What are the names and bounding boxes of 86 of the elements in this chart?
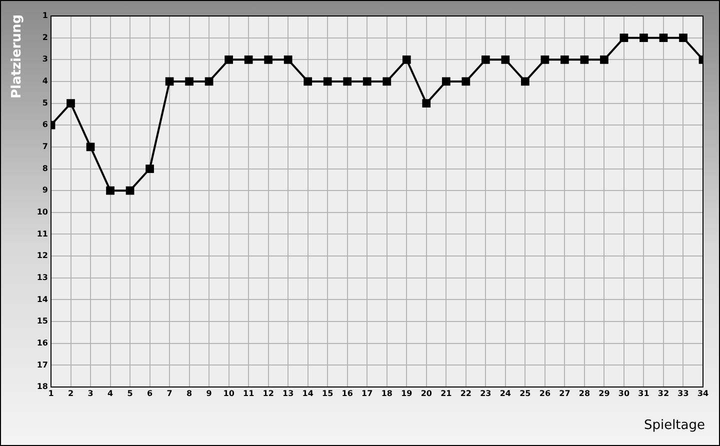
x-tick-label: 26: [539, 388, 551, 398]
point: [620, 34, 628, 42]
x-tick-label: 34: [697, 388, 709, 398]
point: [501, 55, 510, 64]
point: [382, 77, 392, 86]
point: [343, 77, 352, 86]
x-tick-label: 6: [147, 388, 153, 398]
point: [185, 77, 194, 86]
x-tick-label: 25: [520, 388, 532, 398]
y-tick-label: 11: [36, 229, 48, 238]
y-tick-label: 3: [42, 54, 48, 64]
x-tick-label: 23: [480, 388, 492, 398]
point: [402, 55, 411, 64]
y-tick-label: 7: [42, 142, 48, 152]
y-tick-label: 14: [36, 294, 48, 304]
point: [86, 142, 95, 152]
x-tick-label: 32: [658, 388, 670, 398]
point: [66, 99, 75, 108]
point: [126, 186, 134, 195]
point: [106, 186, 114, 195]
x-tick-label: 30: [618, 388, 630, 398]
x-tick-label: 22: [460, 388, 472, 398]
x-tick-label: 21: [440, 388, 452, 398]
x-tick-label: 10: [223, 388, 235, 398]
y-tick-label: 18: [36, 382, 48, 392]
x-tick-label: 13: [282, 388, 294, 398]
x-tick-label: 3: [88, 388, 94, 398]
y-tick-label: 15: [36, 316, 48, 326]
x-tick-label: 11: [243, 388, 255, 398]
y-axis-title: Platzierung: [10, 14, 25, 98]
x-tick-label: 2: [68, 388, 74, 398]
y-tick-label: 4: [42, 76, 48, 86]
point: [323, 77, 332, 86]
x-tick-label: 15: [322, 388, 334, 398]
x-tick-label: 14: [302, 388, 314, 398]
x-tick-label: 19: [401, 388, 413, 398]
x-tick-label: 28: [578, 388, 590, 398]
y-tick-label: 13: [36, 272, 48, 282]
point: [204, 77, 214, 86]
point: [224, 55, 233, 64]
point: [146, 164, 154, 173]
x-tick-label: 5: [127, 388, 134, 398]
x-tick-label: 18: [381, 388, 393, 398]
x-tick-label: 27: [559, 388, 570, 398]
x-tick-label: 8: [186, 388, 193, 398]
y-tick-label: 1: [42, 11, 48, 20]
x-tick-label: 33: [678, 388, 689, 398]
x-tick-label: 17: [362, 388, 373, 398]
point: [600, 55, 608, 64]
point: [462, 77, 470, 86]
x-tick-label: 20: [420, 388, 432, 398]
point: [264, 55, 273, 64]
y-tick-label: 10: [36, 207, 48, 216]
point: [640, 34, 648, 42]
x-tick-label: 24: [500, 388, 512, 398]
x-tick-label: 31: [638, 388, 650, 398]
point: [521, 77, 530, 86]
y-tick-label: 2: [42, 32, 48, 42]
y-tick-label: 16: [36, 338, 48, 348]
point: [540, 55, 550, 64]
point: [165, 77, 174, 86]
x-tick-label: 4: [107, 388, 114, 398]
point: [442, 77, 450, 86]
x-tick-label: 7: [166, 388, 172, 398]
point: [679, 34, 688, 42]
point: [580, 55, 589, 64]
y-tick-label: 8: [42, 164, 48, 173]
point: [284, 55, 292, 64]
point: [659, 34, 668, 42]
point: [422, 99, 431, 108]
y-tick-label: 9: [42, 186, 48, 195]
point: [244, 55, 253, 64]
y-tick-label: 12: [36, 251, 48, 260]
point: [304, 77, 312, 86]
y-tick-label: 6: [42, 120, 48, 130]
x-tick-label: 12: [262, 388, 274, 398]
x-tick-label: 9: [206, 388, 212, 398]
point: [481, 55, 490, 64]
y-tick-label: 17: [36, 360, 48, 370]
point: [362, 77, 372, 86]
x-axis-title: Spieltage: [644, 418, 705, 433]
y-tick-label: 5: [42, 98, 48, 108]
point: [560, 55, 569, 64]
x-tick-label: 29: [598, 388, 610, 398]
x-tick-label: 16: [342, 388, 354, 398]
x-tick-label: 1: [48, 388, 54, 398]
